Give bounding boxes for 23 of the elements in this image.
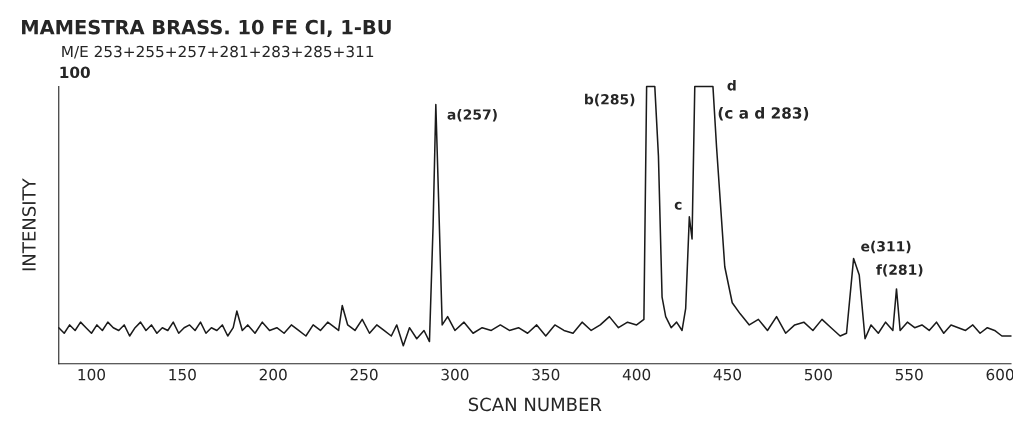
chart-subtitle: M/E 253+255+257+281+283+285+311	[62, 45, 374, 59]
x-tick-label: 350	[532, 368, 560, 381]
annotation: b(285)	[585, 93, 635, 107]
x-tick-label: 250	[350, 368, 378, 381]
x-axis-title: SCAN NUMBER	[468, 397, 602, 412]
y-axis-title: INTENSITY	[22, 178, 36, 271]
x-tick-label: 200	[259, 368, 287, 381]
annotation: e(311)	[861, 240, 911, 254]
annotation: a(257)	[447, 109, 497, 122]
x-tick-label: 150	[169, 368, 196, 381]
x-tick-label: 450	[713, 368, 742, 381]
x-tick-label: 300	[441, 368, 469, 381]
x-tick-label: 600	[986, 368, 1013, 381]
x-tick-label: 500	[804, 368, 832, 381]
annotation: f(281)	[876, 264, 923, 277]
annotation: c	[674, 201, 682, 210]
x-tick-label: 550	[895, 368, 923, 381]
annotation: (c a d 283)	[718, 106, 809, 121]
x-tick-label: 100	[78, 368, 106, 381]
text: 100	[60, 66, 90, 79]
chart-title: MAMESTRA BRASS. 10 FE CI, 1-BU	[22, 19, 391, 38]
x-tick-label: 400	[622, 368, 651, 381]
annotation: d	[727, 79, 736, 91]
